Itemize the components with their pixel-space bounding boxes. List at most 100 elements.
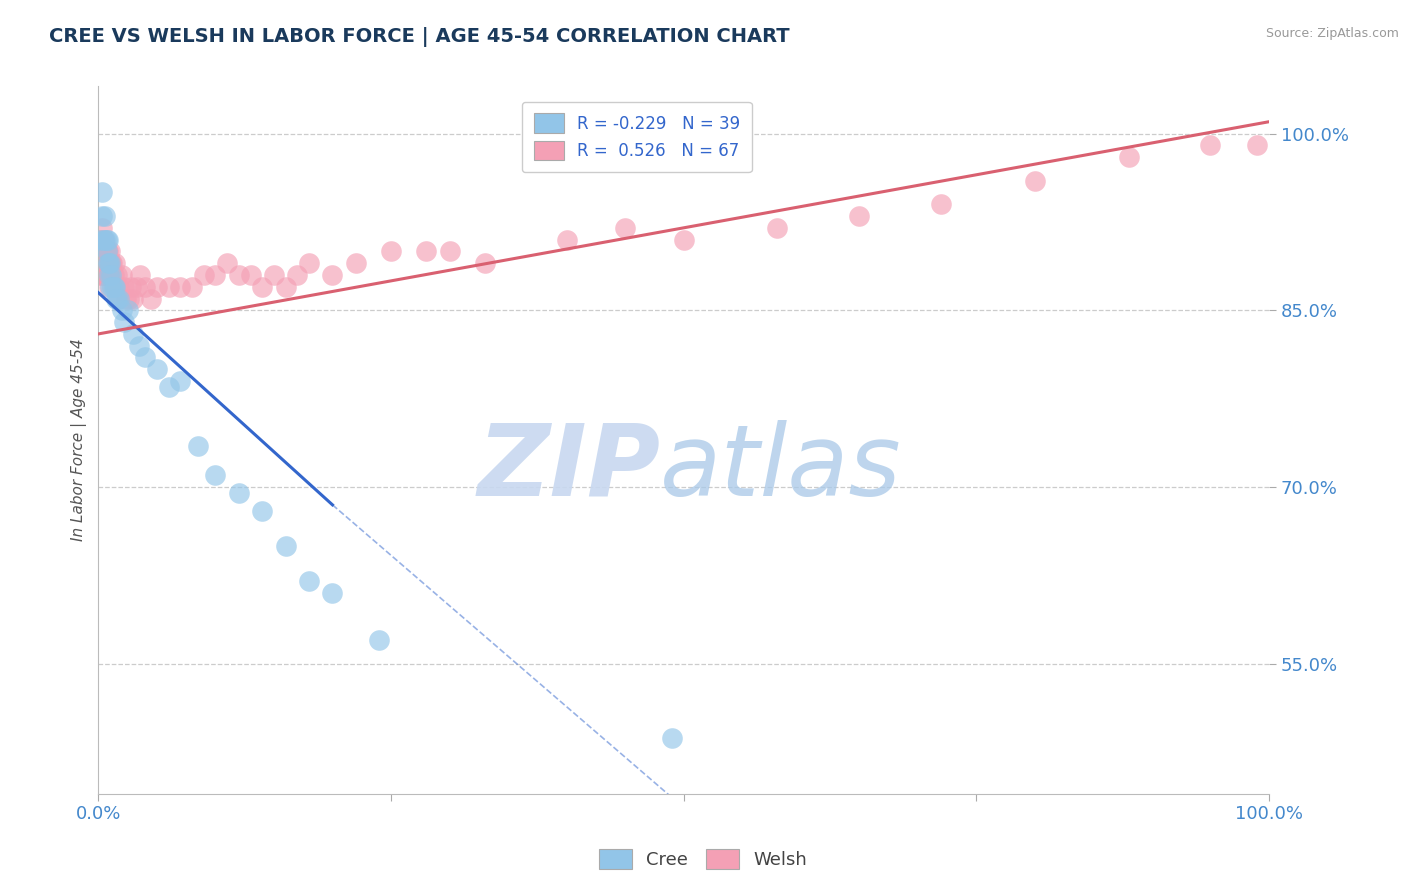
Point xyxy=(263,268,285,282)
Point xyxy=(105,292,128,306)
Point xyxy=(96,233,118,247)
Point xyxy=(157,279,180,293)
Point xyxy=(98,268,121,282)
Point xyxy=(766,220,789,235)
Point xyxy=(1024,174,1046,188)
Point xyxy=(91,244,114,259)
Point xyxy=(274,539,297,553)
Y-axis label: In Labor Force | Age 45-54: In Labor Force | Age 45-54 xyxy=(72,339,87,541)
Point xyxy=(614,220,637,235)
Point xyxy=(90,220,112,235)
Point xyxy=(122,292,145,306)
Point xyxy=(228,268,250,282)
Point xyxy=(120,279,142,293)
Point xyxy=(134,351,156,365)
Point xyxy=(103,268,125,282)
Point xyxy=(146,362,169,376)
Point xyxy=(193,268,215,282)
Point xyxy=(94,233,117,247)
Point xyxy=(139,292,162,306)
Point xyxy=(125,279,148,293)
Point xyxy=(285,268,308,282)
Point xyxy=(97,233,120,247)
Point xyxy=(98,244,121,259)
Point xyxy=(111,303,134,318)
Point xyxy=(87,268,110,282)
Point xyxy=(661,731,683,746)
Point xyxy=(97,268,120,282)
Point xyxy=(90,186,112,200)
Point xyxy=(474,256,496,270)
Point xyxy=(672,233,695,247)
Point xyxy=(101,256,124,270)
Point xyxy=(97,256,120,270)
Point xyxy=(104,292,127,306)
Point xyxy=(252,504,274,518)
Point xyxy=(169,279,191,293)
Point xyxy=(117,303,139,318)
Point xyxy=(104,279,127,293)
Point xyxy=(1199,138,1222,153)
Point xyxy=(94,268,117,282)
Point xyxy=(1118,150,1140,164)
Point xyxy=(169,374,191,388)
Point xyxy=(108,292,131,306)
Text: ZIP: ZIP xyxy=(477,420,661,516)
Point xyxy=(96,244,118,259)
Point xyxy=(118,292,141,306)
Point xyxy=(228,486,250,500)
Point xyxy=(94,209,117,223)
Text: atlas: atlas xyxy=(661,420,901,516)
Point xyxy=(129,268,152,282)
Point xyxy=(107,292,129,306)
Point xyxy=(217,256,239,270)
Point xyxy=(157,380,180,394)
Point xyxy=(112,315,135,329)
Point xyxy=(100,268,122,282)
Point xyxy=(97,279,120,293)
Point xyxy=(111,268,134,282)
Text: CREE VS WELSH IN LABOR FORCE | AGE 45-54 CORRELATION CHART: CREE VS WELSH IN LABOR FORCE | AGE 45-54… xyxy=(49,27,790,46)
Point xyxy=(415,244,437,259)
Point xyxy=(239,268,262,282)
Point xyxy=(181,279,204,293)
Point xyxy=(252,279,274,293)
Point xyxy=(94,244,117,259)
Point xyxy=(146,279,169,293)
Point xyxy=(344,256,367,270)
Point xyxy=(274,279,297,293)
Point xyxy=(98,256,121,270)
Point xyxy=(96,268,118,282)
Point xyxy=(97,268,120,282)
Point xyxy=(321,586,343,600)
Point xyxy=(91,268,114,282)
Point xyxy=(89,233,111,247)
Point xyxy=(93,233,115,247)
Point xyxy=(97,256,120,270)
Point xyxy=(187,439,209,453)
Point xyxy=(112,279,135,293)
Point xyxy=(298,574,321,589)
Point xyxy=(204,268,226,282)
Point xyxy=(105,268,128,282)
Point xyxy=(115,292,138,306)
Point xyxy=(97,244,120,259)
Point xyxy=(93,233,115,247)
Point xyxy=(103,279,125,293)
Point xyxy=(101,279,124,293)
Point xyxy=(380,244,402,259)
Point xyxy=(122,326,145,341)
Point xyxy=(368,633,391,648)
Text: Source: ZipAtlas.com: Source: ZipAtlas.com xyxy=(1265,27,1399,40)
Legend: R = -0.229   N = 39, R =  0.526   N = 67: R = -0.229 N = 39, R = 0.526 N = 67 xyxy=(522,102,752,172)
Point xyxy=(204,468,226,483)
Point xyxy=(97,256,120,270)
Point xyxy=(96,244,118,259)
Point xyxy=(93,256,115,270)
Point xyxy=(100,256,122,270)
Point xyxy=(89,233,111,247)
Point xyxy=(98,279,121,293)
Point xyxy=(929,197,952,211)
Point xyxy=(298,256,321,270)
Legend: Cree, Welsh: Cree, Welsh xyxy=(591,839,815,879)
